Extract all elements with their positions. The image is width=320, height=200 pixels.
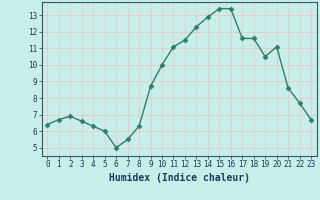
X-axis label: Humidex (Indice chaleur): Humidex (Indice chaleur): [109, 173, 250, 183]
